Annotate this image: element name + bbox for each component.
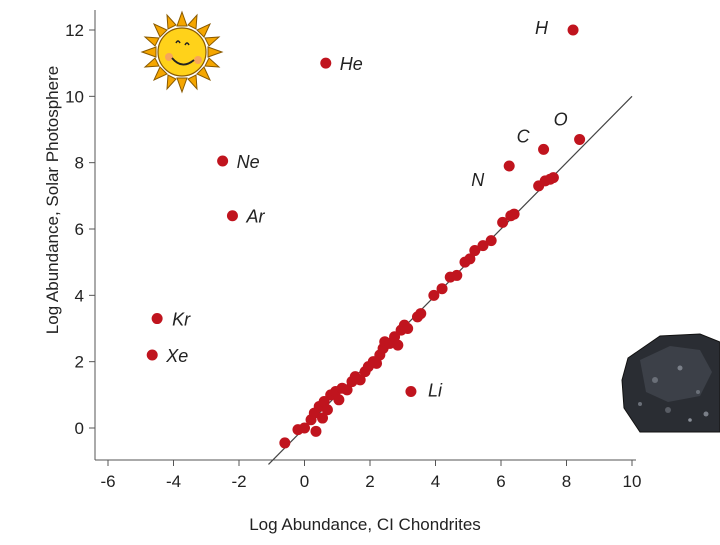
- data-point-o: [574, 133, 586, 145]
- data-point: [392, 339, 404, 351]
- y-tick-label: 2: [75, 353, 84, 372]
- data-point: [477, 240, 489, 252]
- y-tick-label: 0: [75, 419, 84, 438]
- x-tick-label: 0: [300, 472, 309, 491]
- point-label-ar: Ar: [245, 207, 265, 227]
- data-point-kr: [151, 313, 163, 325]
- data-point: [333, 394, 345, 406]
- y-ticks: 0 2 4 6 8 10 12: [65, 21, 95, 438]
- x-tick-label: 8: [562, 472, 571, 491]
- meteorite-rock-icon: [621, 333, 720, 433]
- data-point: [415, 308, 427, 320]
- data-point: [451, 269, 463, 281]
- data-point: [310, 425, 322, 437]
- smiling-sun-icon: [140, 10, 224, 94]
- x-ticks: -6 -4 -2 0 2 4 6 8 10: [100, 460, 641, 491]
- point-label-he: He: [340, 54, 363, 74]
- data-point-li: [405, 386, 417, 398]
- x-tick-label: 2: [365, 472, 374, 491]
- x-tick-label: -2: [231, 472, 246, 491]
- x-tick-label: -4: [166, 472, 181, 491]
- data-point-ar: [226, 210, 238, 222]
- data-point: [469, 245, 481, 257]
- data-point: [279, 437, 291, 449]
- data-point: [371, 357, 383, 369]
- labeled-points: H He Ne Ar Kr Xe Li C O N: [146, 18, 586, 401]
- x-tick-label: 4: [431, 472, 440, 491]
- data-point: [299, 422, 310, 434]
- y-tick-label: 8: [75, 154, 84, 173]
- point-label-ne: Ne: [237, 152, 260, 172]
- x-axis-title: Log Abundance, CI Chondrites: [249, 515, 481, 534]
- data-point-he: [320, 57, 332, 69]
- data-point: [497, 216, 509, 228]
- data-point: [464, 253, 476, 265]
- data-points: [279, 172, 559, 449]
- axes: [94, 10, 636, 461]
- y-tick-label: 6: [75, 220, 84, 239]
- data-point-n: [503, 160, 515, 172]
- x-tick-label: -6: [100, 472, 115, 491]
- data-point: [321, 404, 333, 416]
- data-point-c: [538, 143, 550, 155]
- point-label-o: O: [554, 109, 568, 129]
- data-point-xe: [146, 349, 158, 361]
- y-tick-label: 12: [65, 21, 84, 40]
- data-point: [428, 289, 440, 301]
- data-point: [547, 172, 559, 184]
- data-point: [402, 323, 414, 334]
- y-axis-title: Log Abundance, Solar Photosphere: [43, 66, 62, 334]
- y-tick-label: 4: [75, 286, 84, 305]
- x-tick-label: 10: [623, 472, 642, 491]
- point-label-n: N: [471, 170, 485, 190]
- point-label-li: Li: [428, 381, 443, 401]
- data-point: [436, 283, 448, 295]
- point-label-h: H: [535, 18, 549, 38]
- point-label-xe: Xe: [165, 346, 188, 366]
- data-point-ne: [217, 155, 229, 167]
- y-tick-label: 10: [65, 87, 84, 106]
- data-point: [341, 384, 353, 396]
- data-point-h: [567, 24, 579, 36]
- x-tick-label: 6: [496, 472, 505, 491]
- data-point: [485, 235, 497, 247]
- data-point: [317, 412, 329, 424]
- data-point: [508, 208, 520, 220]
- point-label-c: C: [517, 126, 531, 146]
- data-point: [354, 374, 366, 386]
- point-label-kr: Kr: [172, 310, 191, 330]
